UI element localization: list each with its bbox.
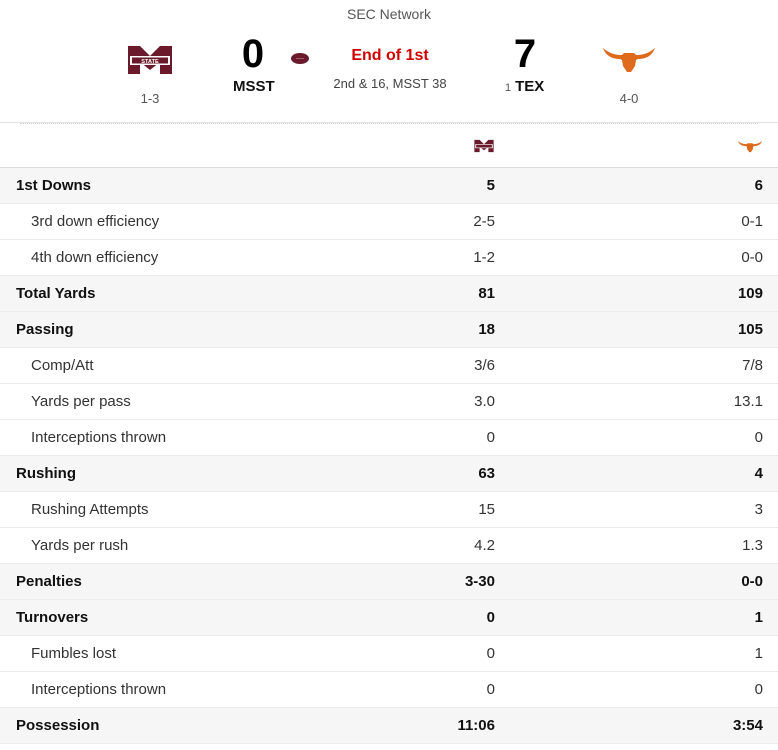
stat-row: Interceptions thrown 0 0 bbox=[0, 419, 778, 456]
stat-label: Fumbles lost bbox=[0, 635, 375, 672]
stat-label: Interceptions thrown bbox=[0, 419, 375, 456]
away-column-header bbox=[375, 123, 643, 168]
team-stats-table: 1st Downs 5 6 3rd down efficiency 2-5 0-1 4th … bbox=[0, 123, 778, 744]
home-team-abbr[interactable]: 1 TEX bbox=[505, 78, 544, 97]
stat-label: Turnovers bbox=[0, 599, 375, 636]
away-stat-value: 3/6 bbox=[375, 347, 643, 384]
stat-row: Yards per rush 4.2 1.3 bbox=[0, 527, 778, 564]
away-stat-value: 63 bbox=[375, 455, 643, 492]
stat-label: Penalties bbox=[0, 563, 375, 600]
stat-row: Penalties 3-30 0-0 bbox=[0, 563, 778, 600]
home-stat-value: 6 bbox=[643, 167, 778, 204]
stat-row: Yards per pass 3.0 13.1 bbox=[0, 383, 778, 420]
stat-label: Yards per pass bbox=[0, 383, 375, 420]
texas-longhorn-small-logo-icon bbox=[737, 140, 763, 152]
stat-row: Interceptions thrown 0 0 bbox=[0, 671, 778, 708]
stat-row: Rushing Attempts 15 3 bbox=[0, 491, 778, 528]
mississippi-state-logo-icon[interactable]: STATE bbox=[126, 44, 174, 76]
home-rank: 1 bbox=[505, 82, 512, 94]
table-header-row bbox=[0, 123, 778, 168]
stat-label-header bbox=[0, 123, 375, 168]
home-stat-value: 0-0 bbox=[643, 239, 778, 276]
home-stat-value: 7/8 bbox=[643, 347, 778, 384]
away-stat-value: 0 bbox=[375, 671, 643, 708]
away-stat-value: 4.2 bbox=[375, 527, 643, 564]
away-stat-value: 81 bbox=[375, 275, 643, 312]
home-stat-value: 3 bbox=[643, 491, 778, 528]
stat-row: 4th down efficiency 1-2 0-0 bbox=[0, 239, 778, 276]
football-icon bbox=[291, 53, 309, 64]
home-abbr-text: TEX bbox=[515, 78, 545, 95]
stat-label: Yards per rush bbox=[0, 527, 375, 564]
stat-label: 4th down efficiency bbox=[0, 239, 375, 276]
home-stat-value: 4 bbox=[643, 455, 778, 492]
away-stat-value: 3.0 bbox=[375, 383, 643, 420]
stat-row: 3rd down efficiency 2-5 0-1 bbox=[0, 203, 778, 240]
away-stat-value: 0 bbox=[375, 599, 643, 636]
stat-label: Possession bbox=[0, 707, 375, 744]
stat-row: Rushing 63 4 bbox=[0, 455, 778, 492]
stat-row: Passing 18 105 bbox=[0, 311, 778, 348]
stat-label: Comp/Att bbox=[0, 347, 375, 384]
stat-label: Total Yards bbox=[0, 275, 375, 312]
away-stat-value: 0 bbox=[375, 419, 643, 456]
stat-label: Rushing bbox=[0, 455, 375, 492]
stat-label: Interceptions thrown bbox=[0, 671, 375, 708]
header-divider bbox=[20, 123, 758, 124]
away-stat-value: 0 bbox=[375, 635, 643, 672]
stat-row: Total Yards 81 109 bbox=[0, 275, 778, 312]
home-stat-value: 0 bbox=[643, 419, 778, 456]
stat-label: Passing bbox=[0, 311, 375, 348]
down-and-distance: 2nd & 16, MSST 38 bbox=[333, 76, 447, 91]
away-stat-value: 3-30 bbox=[375, 563, 643, 600]
home-record: 4-0 bbox=[619, 91, 639, 106]
home-stat-value: 105 bbox=[643, 311, 778, 348]
home-stat-value: 109 bbox=[643, 275, 778, 312]
svg-text:STATE: STATE bbox=[141, 59, 159, 65]
game-status: End of 1st bbox=[351, 47, 429, 64]
stat-label: 3rd down efficiency bbox=[0, 203, 375, 240]
stat-row: Possession 11:06 3:54 bbox=[0, 707, 778, 744]
away-stat-value: 18 bbox=[375, 311, 643, 348]
away-team-abbr[interactable]: MSST bbox=[233, 78, 275, 95]
scoreboard-header: SEC Network STATE 0 MSST 1-3 End of 1st … bbox=[0, 0, 778, 124]
home-stat-value: 0-1 bbox=[643, 203, 778, 240]
home-stat-value: 1 bbox=[643, 599, 778, 636]
home-score: 7 bbox=[513, 32, 537, 76]
mississippi-state-small-logo-icon bbox=[474, 139, 494, 152]
home-stat-value: 1.3 bbox=[643, 527, 778, 564]
away-stat-value: 11:06 bbox=[375, 707, 643, 744]
away-stat-value: 5 bbox=[375, 167, 643, 204]
network-name: SEC Network bbox=[346, 6, 432, 22]
stat-row: Turnovers 0 1 bbox=[0, 599, 778, 636]
home-stat-value: 13.1 bbox=[643, 383, 778, 420]
away-stat-value: 15 bbox=[375, 491, 643, 528]
stat-row: Fumbles lost 0 1 bbox=[0, 635, 778, 672]
home-stat-value: 1 bbox=[643, 635, 778, 672]
texas-longhorn-logo-icon[interactable] bbox=[602, 44, 656, 74]
away-stat-value: 2-5 bbox=[375, 203, 643, 240]
home-column-header bbox=[643, 123, 778, 168]
away-stat-value: 1-2 bbox=[375, 239, 643, 276]
home-stat-value: 3:54 bbox=[643, 707, 778, 744]
home-stat-value: 0-0 bbox=[643, 563, 778, 600]
away-score: 0 bbox=[241, 32, 265, 76]
stat-label: 1st Downs bbox=[0, 167, 375, 204]
home-stat-value: 0 bbox=[643, 671, 778, 708]
stat-row: Comp/Att 3/6 7/8 bbox=[0, 347, 778, 384]
stat-row: 1st Downs 5 6 bbox=[0, 167, 778, 204]
away-record: 1-3 bbox=[140, 91, 160, 106]
stat-label: Rushing Attempts bbox=[0, 491, 375, 528]
